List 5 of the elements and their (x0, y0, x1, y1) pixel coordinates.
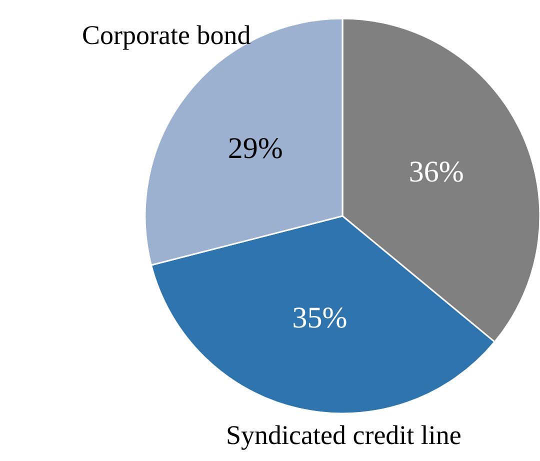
slice-label: Syndicated credit line (226, 420, 462, 450)
data-label: 29% (228, 132, 283, 165)
data-label: 36% (408, 155, 464, 188)
slice-label: Corporate bond (82, 20, 252, 50)
data-label: 35% (292, 301, 348, 334)
